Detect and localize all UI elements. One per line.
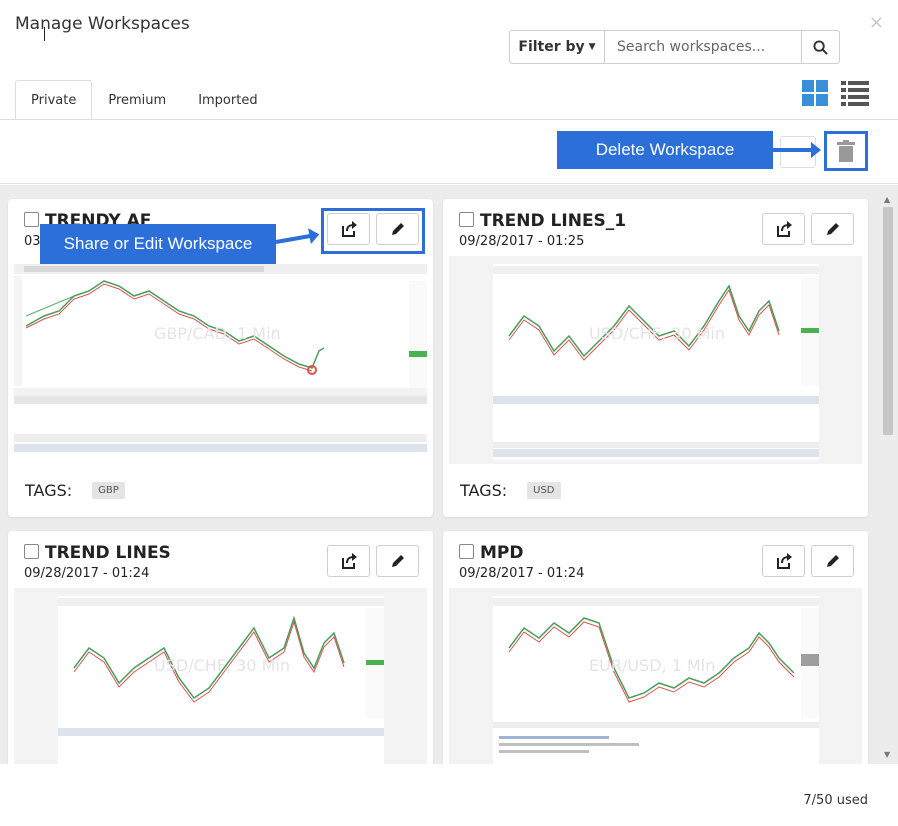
share-icon (341, 221, 357, 237)
tabs-divider (0, 119, 898, 120)
share-button[interactable] (327, 213, 370, 245)
dialog-footer: 7/50 used (0, 764, 898, 826)
grid-view-button[interactable] (802, 80, 828, 106)
edit-button[interactable] (376, 545, 419, 577)
share-icon (776, 221, 792, 237)
scroll-thumb[interactable] (883, 207, 893, 435)
dialog-title: Manage Workspaces (15, 14, 190, 34)
usage-count: 7/50 used (803, 793, 868, 808)
pencil-icon (391, 555, 404, 567)
chart-watermark: EUR/USD, 1 Min (589, 656, 715, 675)
edit-button[interactable] (376, 213, 419, 245)
share-button[interactable] (327, 545, 370, 577)
select-checkbox[interactable] (24, 544, 39, 559)
filter-by-button[interactable]: Filter by ▼ (510, 31, 605, 63)
list-view-button[interactable] (841, 80, 869, 106)
workspace-date: 09/28/2017 - 01:24 (459, 566, 585, 581)
workspace-name: TREND LINES (45, 543, 171, 563)
tab-premium[interactable]: Premium (108, 92, 167, 108)
scroll-down-icon[interactable]: ▼ (884, 750, 891, 759)
edit-button[interactable] (811, 213, 854, 245)
chart-preview-image: USD/CHF, 30 Min (14, 588, 427, 764)
workspace-thumbnail[interactable]: USD/CHF, 30 Min (449, 256, 862, 464)
list-view-icon (841, 81, 869, 106)
tags-row: TAGS: USD (460, 481, 561, 500)
search-button[interactable] (801, 31, 839, 63)
tab-imported[interactable]: Imported (198, 92, 258, 108)
chart-watermark: USD/CHF, 30 Min (154, 656, 290, 675)
scroll-up-icon[interactable]: ▲ (884, 195, 891, 204)
search-input[interactable] (605, 31, 801, 63)
workspace-date: 09/28/2017 - 01:25 (459, 234, 585, 249)
workspace-card[interactable]: MPD 09/28/2017 - 01:24 (443, 531, 868, 764)
share-edit-highlight (321, 208, 425, 254)
share-icon (341, 553, 357, 569)
caret-down-icon: ▼ (588, 42, 596, 52)
grid-scrollbar[interactable]: ▲ ▼ (882, 195, 894, 763)
workspace-date: 03 (24, 234, 41, 249)
select-checkbox[interactable] (24, 212, 39, 227)
pencil-icon (826, 223, 839, 235)
workspace-name: TREND LINES_1 (480, 211, 627, 231)
chart-watermark: GBP/CAD, 1 Min (154, 324, 281, 343)
edit-button[interactable] (811, 545, 854, 577)
workspace-thumbnail[interactable]: USD/CHF, 30 Min (14, 588, 427, 764)
search-icon (813, 39, 828, 55)
trash-icon (837, 140, 855, 162)
chart-watermark: USD/CHF, 30 Min (589, 324, 725, 343)
grid-view-icon (802, 80, 828, 106)
tag-badge[interactable]: GBP (92, 482, 125, 499)
share-button[interactable] (762, 545, 805, 577)
share-button[interactable] (762, 213, 805, 245)
tab-private[interactable]: Private (15, 80, 93, 120)
secondary-action-button[interactable] (780, 136, 816, 168)
share-edit-callout: Share or Edit Workspace (40, 224, 276, 264)
workspace-grid: TRENDY AF 03 (0, 185, 898, 764)
workspace-card[interactable]: TREND LINES_1 09/28/2017 - 01:25 (443, 199, 868, 517)
workspace-name: MPD (480, 543, 524, 563)
filter-by-label: Filter by (518, 39, 585, 55)
chart-preview-image: GBP/CAD, 1 Min (14, 256, 427, 464)
pencil-icon (391, 223, 404, 235)
text-cursor (44, 27, 45, 41)
search-group: Filter by ▼ (509, 30, 840, 64)
chart-preview-image: EUR/USD, 1 Min (449, 588, 862, 764)
workspace-card[interactable]: TREND LINES 09/28/2017 - 01:24 (8, 531, 433, 764)
share-icon (776, 553, 792, 569)
workspace-tabs: Private Premium Imported (15, 80, 274, 120)
chart-preview-image: USD/CHF, 30 Min (449, 256, 862, 464)
delete-workspace-button[interactable] (824, 131, 868, 171)
delete-callout-arrow (773, 142, 821, 158)
workspace-thumbnail[interactable]: EUR/USD, 1 Min (449, 588, 862, 764)
tags-label: TAGS: (460, 481, 508, 500)
tags-label: TAGS: (25, 481, 73, 500)
close-icon[interactable]: × (868, 12, 884, 33)
pencil-icon (826, 555, 839, 567)
select-checkbox[interactable] (459, 544, 474, 559)
select-checkbox[interactable] (459, 212, 474, 227)
tag-badge[interactable]: USD (527, 482, 561, 499)
workspace-date: 09/28/2017 - 01:24 (24, 566, 150, 581)
tags-row: TAGS: GBP (25, 481, 125, 500)
workspace-thumbnail[interactable]: GBP/CAD, 1 Min (14, 256, 427, 464)
delete-workspace-callout: Delete Workspace (557, 131, 773, 169)
